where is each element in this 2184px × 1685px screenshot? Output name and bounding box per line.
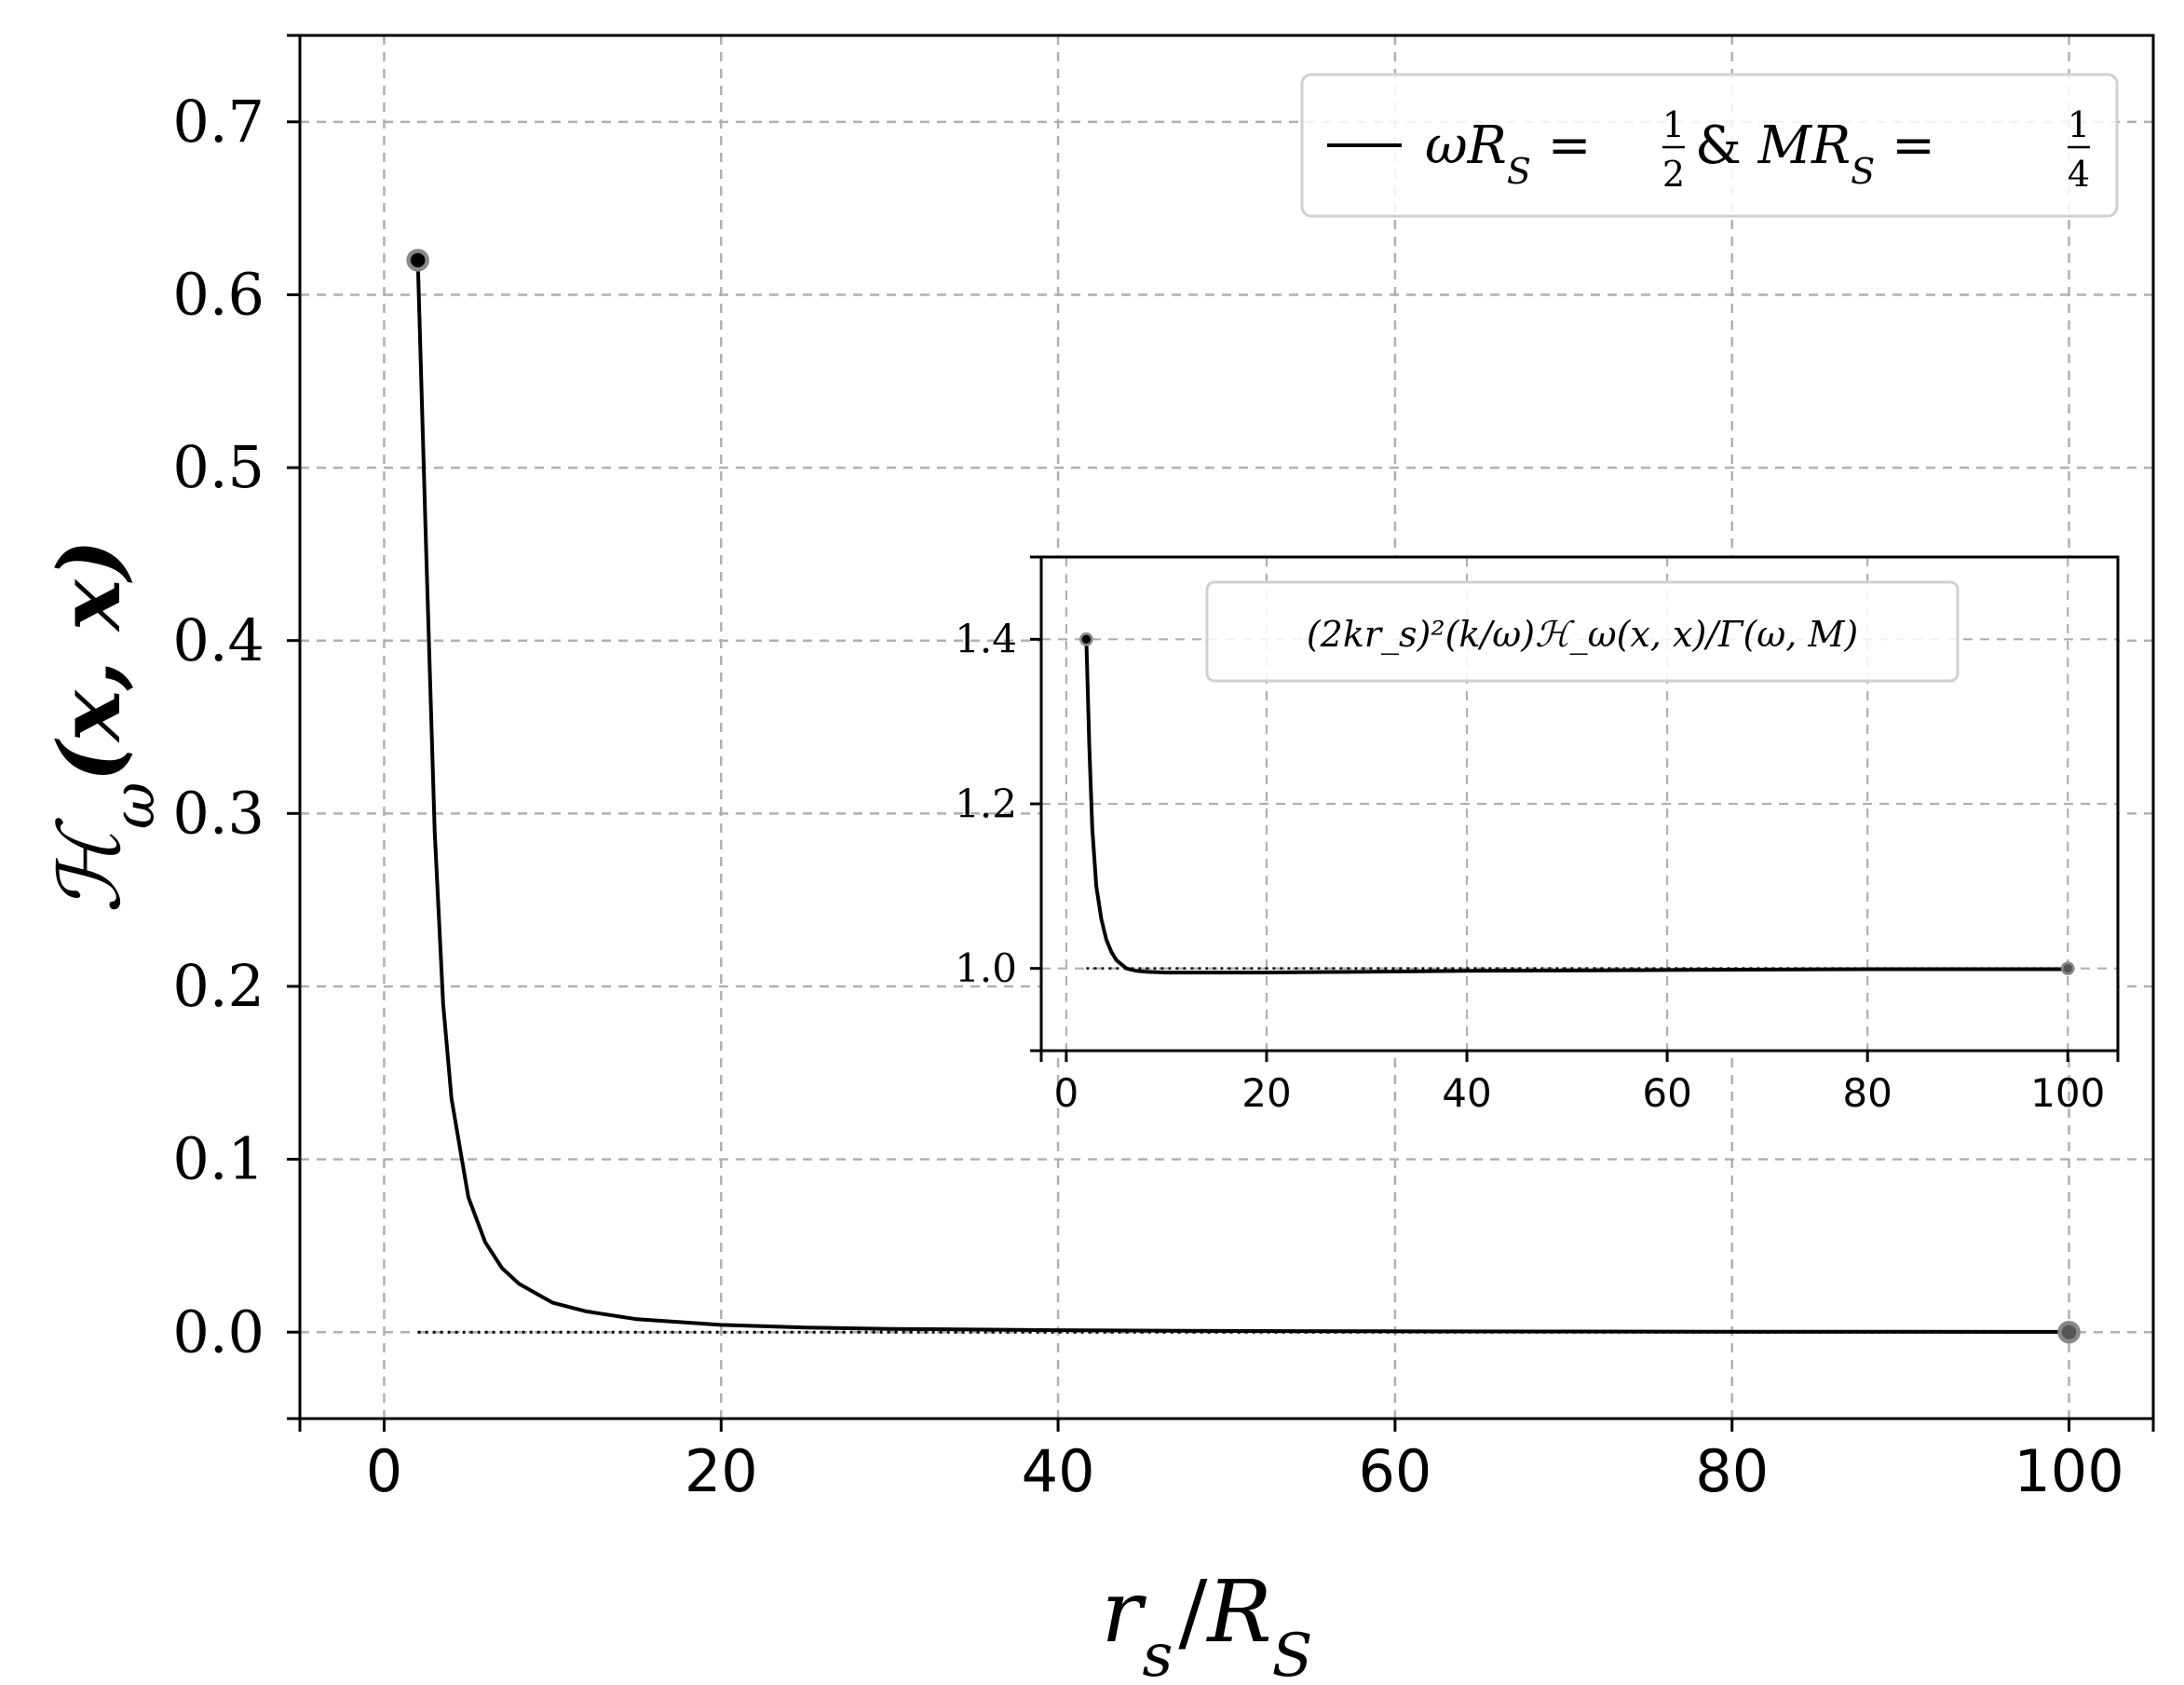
main-axes-frame — [298, 34, 2155, 1420]
inset-y-ticks: 1.0 1.2 1.4 — [955, 555, 1041, 1053]
y-tick-label: 0.0 — [172, 1298, 265, 1366]
y-tick-label: 0.3 — [172, 779, 265, 847]
inset-series — [1084, 639, 2069, 975]
series-line — [1084, 639, 2069, 975]
svg-text:1: 1 — [2068, 104, 2090, 145]
x-tick-label: 20 — [1241, 1070, 1291, 1116]
y-tick-label: 0.4 — [172, 606, 265, 674]
y-tick-label: 0.7 — [172, 88, 265, 156]
inset-legend-label: (2kr_s)²(k/ω)ℋ_ω(x, x)/Γ(ω, M) — [1307, 614, 1858, 656]
y-tick-label: 0.5 — [172, 433, 265, 501]
x-tick-label: 80 — [1695, 1437, 1769, 1505]
svg-text:ωRS =: ωRS = — [1425, 116, 1592, 192]
data-point-marker — [2057, 1320, 2081, 1344]
main-legend: ωRS = 1 2 & MRS = 1 4 — [1300, 73, 2119, 218]
y-tick-label: 1.4 — [955, 617, 1017, 662]
x-tick-label: 60 — [1358, 1437, 1431, 1505]
series-line — [415, 260, 2069, 1334]
data-point-marker — [1079, 632, 1093, 646]
main-y-ticks: 0.0 0.1 0.2 0.3 0.4 0.5 0.6 0.7 — [172, 34, 300, 1420]
x-tick-label: 20 — [685, 1437, 758, 1505]
y-tick-label: 1.2 — [955, 781, 1017, 826]
x-tick-label: 100 — [2030, 1070, 2105, 1116]
svg-text:& MRS =: & MRS = — [1695, 116, 1935, 192]
main-legend-label: ωRS = 1 2 & MRS = 1 4 — [1425, 104, 2090, 195]
data-point-marker — [2060, 961, 2075, 976]
x-tick-label: 60 — [1642, 1070, 1691, 1116]
y-tick-label: 0.1 — [172, 1125, 265, 1193]
data-point-marker — [406, 249, 429, 272]
x-tick-label: 40 — [1022, 1437, 1095, 1505]
y-tick-label: 1.0 — [955, 945, 1017, 991]
y-tick-label: 0.6 — [172, 261, 265, 329]
main-y-axis-label: ℋω(x, x) — [39, 539, 168, 914]
main-x-ticks: 0 20 40 60 80 100 — [298, 1419, 2155, 1505]
main-markers — [406, 249, 2081, 1344]
inset-x-ticks: 0 20 40 60 80 100 — [1039, 1051, 2120, 1116]
inset-legend: (2kr_s)²(k/ω)ℋ_ω(x, x)/Γ(ω, M) — [1205, 580, 1960, 683]
x-tick-label: 80 — [1842, 1070, 1892, 1116]
main-x-axis-label: rs/RS — [1102, 1562, 1313, 1685]
main-series — [415, 260, 2069, 1334]
inset-legend-box — [1205, 580, 1960, 683]
svg-text:1: 1 — [1662, 104, 1685, 145]
inset-plot: 0 20 40 60 80 100 1.0 1.2 1.4 (2kr_s)²(k/ω)ℋ_ω(… — [955, 555, 2120, 1116]
x-tick-label: 0 — [1054, 1070, 1079, 1116]
main-legend-box — [1300, 73, 2119, 218]
svg-text:2: 2 — [1662, 154, 1685, 195]
x-tick-label: 100 — [2014, 1437, 2123, 1505]
inset-markers — [1079, 632, 2075, 976]
x-tick-label: 0 — [366, 1437, 402, 1505]
y-tick-label: 0.2 — [172, 952, 265, 1020]
svg-text:4: 4 — [2068, 154, 2090, 195]
main-plot: 0 20 40 60 80 100 0.00.10.20.30.40.50.60.7 rs… — [39, 34, 2155, 1685]
x-tick-label: 40 — [1442, 1070, 1491, 1116]
